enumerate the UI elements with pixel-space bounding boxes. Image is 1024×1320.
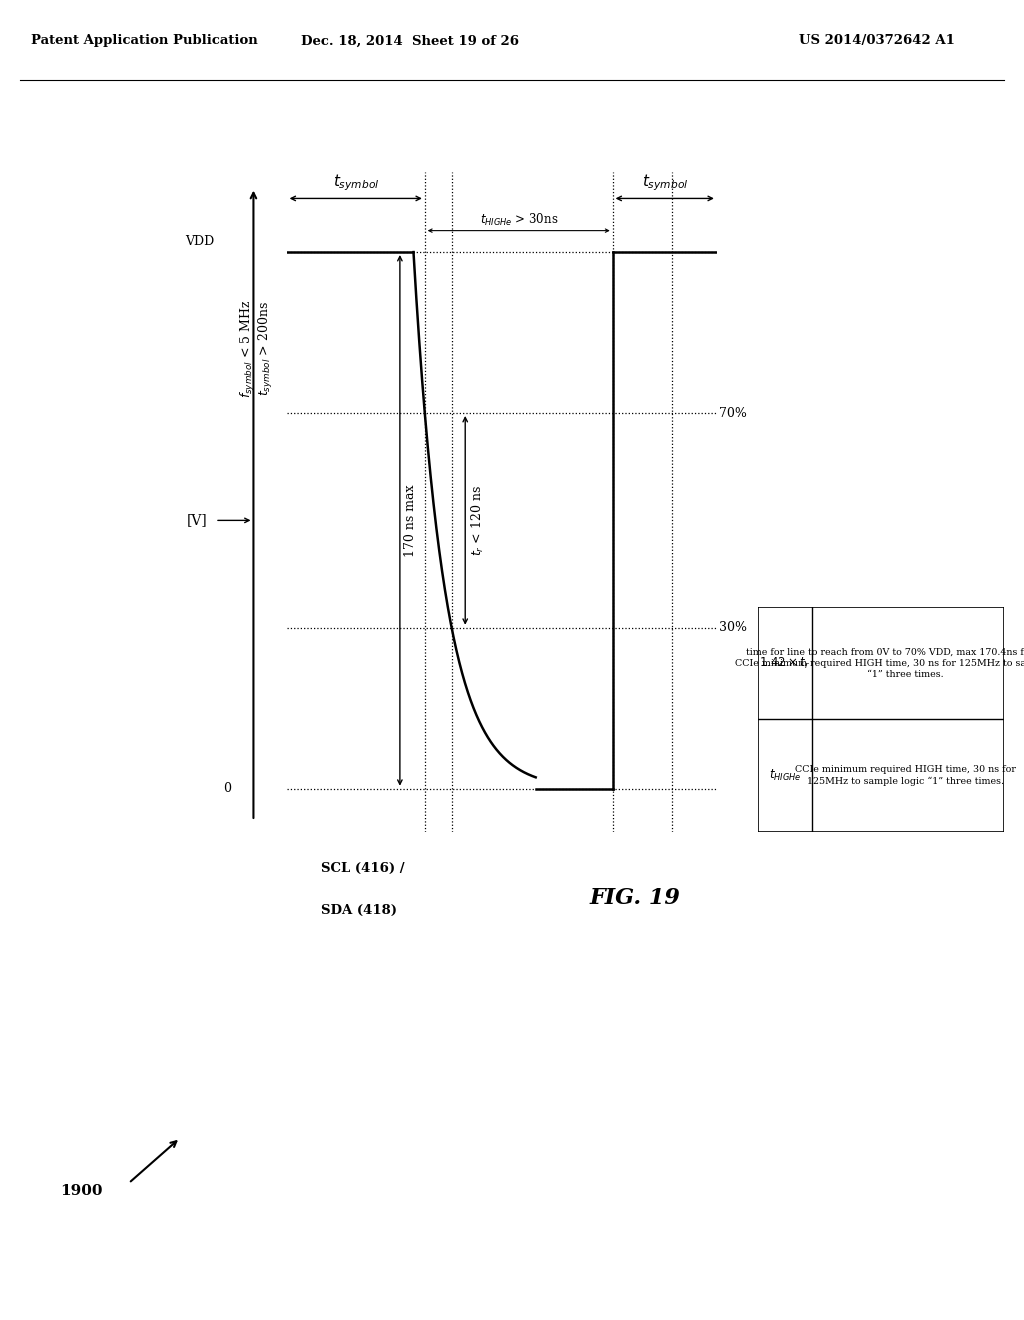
Text: $t_{symbol}$: $t_{symbol}$ bbox=[641, 173, 688, 193]
Text: [V]: [V] bbox=[186, 513, 207, 528]
Text: Dec. 18, 2014  Sheet 19 of 26: Dec. 18, 2014 Sheet 19 of 26 bbox=[301, 34, 518, 48]
Text: 30%: 30% bbox=[719, 622, 748, 634]
Text: CCIe minimum required HIGH time, 30 ns for
125MHz to sample logic “1” three time: CCIe minimum required HIGH time, 30 ns f… bbox=[795, 766, 1016, 785]
Text: VDD: VDD bbox=[185, 235, 214, 248]
Text: $t_{symbol}$ > 200ns: $t_{symbol}$ > 200ns bbox=[257, 301, 275, 396]
Text: SCL (416) /: SCL (416) / bbox=[322, 862, 404, 875]
Text: Patent Application Publication: Patent Application Publication bbox=[31, 34, 257, 48]
Text: $f_{symbol}$ < 5 MHz: $f_{symbol}$ < 5 MHz bbox=[240, 300, 257, 397]
Text: $1.42\times t_r$: $1.42\times t_r$ bbox=[759, 656, 810, 671]
Text: $t_{HIGHe}$: $t_{HIGHe}$ bbox=[769, 768, 801, 783]
Text: 1900: 1900 bbox=[60, 1184, 103, 1197]
Text: $t_{symbol}$: $t_{symbol}$ bbox=[333, 173, 379, 193]
Text: SDA (418): SDA (418) bbox=[322, 904, 397, 917]
Text: US 2014/0372642 A1: US 2014/0372642 A1 bbox=[799, 34, 954, 48]
Text: $t_{HIGHe}$ > 30ns: $t_{HIGHe}$ > 30ns bbox=[479, 211, 558, 228]
Text: 70%: 70% bbox=[719, 407, 746, 420]
Text: time for line to reach from 0V to 70% VDD, max 170.4ns for Fm+,
CCIe minimum req: time for line to reach from 0V to 70% VD… bbox=[734, 648, 1024, 678]
Text: FIG. 19: FIG. 19 bbox=[590, 887, 680, 908]
Text: 0: 0 bbox=[223, 783, 231, 795]
Text: $t_r$ < 120 ns: $t_r$ < 120 ns bbox=[470, 484, 485, 556]
Text: 170 ns max: 170 ns max bbox=[403, 484, 417, 557]
